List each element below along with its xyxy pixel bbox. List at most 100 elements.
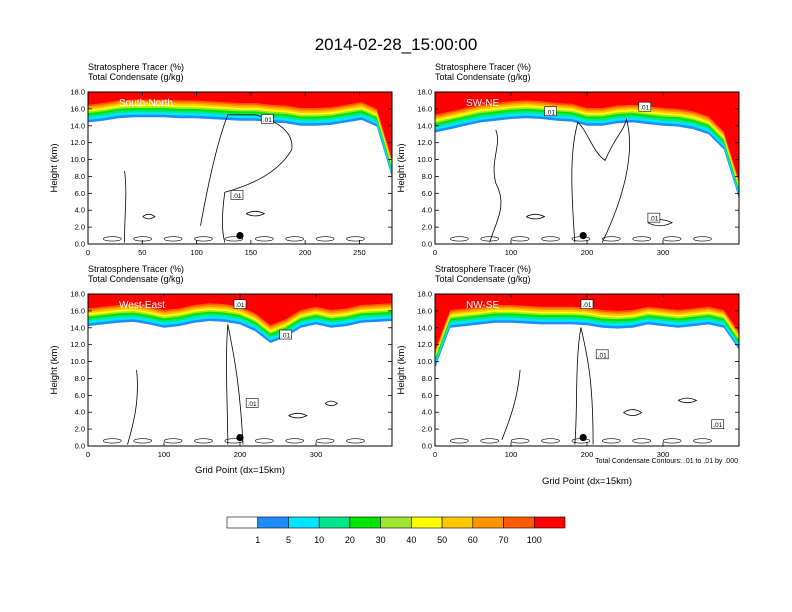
panel-title-tracer: Stratosphere Tracer (%) <box>435 62 531 72</box>
contour-label-text: .01 <box>640 105 649 112</box>
location-marker <box>236 434 244 442</box>
tracer-core <box>88 294 392 326</box>
low-cloud-contour <box>103 438 122 444</box>
contour-label-text: .01 <box>232 193 241 200</box>
contour-label-box <box>233 299 247 309</box>
x-tick-label: 0 <box>86 248 90 257</box>
contour-line-2 <box>501 369 521 441</box>
y-tick-label: 8.0 <box>422 172 432 181</box>
tracer-band-4 <box>435 92 739 192</box>
low-cloud-contour <box>285 236 305 242</box>
low-cloud-contour <box>601 438 621 444</box>
y-tick-label: 16.0 <box>70 104 85 113</box>
x-tick-label: 200 <box>299 248 312 257</box>
x-tick-label: 0 <box>86 450 90 459</box>
contour-line-2 <box>127 369 138 445</box>
colorbar-swatch <box>257 516 289 529</box>
low-cloud-contour <box>285 438 305 444</box>
panel-title-tracer: Stratosphere Tracer (%) <box>435 264 531 274</box>
colorbar-label: 60 <box>468 535 478 545</box>
y-tick-label: 10.0 <box>417 357 432 366</box>
location-marker <box>579 232 587 240</box>
panel-south-north: .01 .01 0.0 2.0 4.0 6.0 8.0 10.0 12.0 14.0 16.0 18.… <box>49 62 393 257</box>
colorbar-label: 100 <box>527 535 542 545</box>
y-tick-label: 8.0 <box>75 172 85 181</box>
y-tick-label: 14.0 <box>70 323 85 332</box>
tracer-band-5 <box>435 92 739 190</box>
tracer-core <box>435 294 739 351</box>
low-cloud-contour <box>346 438 365 444</box>
colorbar-label: 40 <box>406 535 416 545</box>
low-cloud-contour <box>541 438 560 444</box>
tracer-field <box>435 294 739 445</box>
colorbar-label: 10 <box>314 535 324 545</box>
low-cloud-contour <box>632 438 652 444</box>
y-tick-label: 6.0 <box>75 391 85 400</box>
y-axis-label: Height (km) <box>49 143 60 192</box>
y-axis-label: Height (km) <box>396 345 407 394</box>
x-tick-label: 300 <box>657 248 670 257</box>
x-tick-label: 300 <box>657 450 670 459</box>
y-axis-label: Height (km) <box>49 345 60 394</box>
contour-line-3 <box>526 213 546 220</box>
y-tick-label: 8.0 <box>75 374 85 383</box>
low-cloud-contour <box>163 236 183 242</box>
y-tick-label: 8.0 <box>422 374 432 383</box>
figure-title: 2014-02-28_15:00:00 <box>315 35 478 54</box>
y-tick-label: 4.0 <box>422 408 432 417</box>
panel-nw-se: .01 .01 .01 0.0 2.0 4.0 6.0 8.0 10.0 12.0 14.0 16.0… <box>396 264 740 487</box>
low-cloud-contour <box>103 236 122 242</box>
colorbar-label: 50 <box>437 535 447 545</box>
low-cloud-contour <box>224 438 244 444</box>
y-tick-label: 18.0 <box>417 290 432 299</box>
contour-label-1: .01 <box>233 299 247 309</box>
contour-line-1 <box>574 327 594 445</box>
x-tick-label: 0 <box>433 248 437 257</box>
cross-section-direction: NW-SE <box>466 300 499 311</box>
colorbar-swatch <box>349 516 381 529</box>
low-cloud-contour <box>449 438 469 444</box>
contour-label-box <box>261 114 274 124</box>
low-cloud-contour <box>133 438 152 444</box>
panel-title-tracer: Stratosphere Tracer (%) <box>88 62 184 72</box>
y-tick-label: 12.0 <box>417 340 432 349</box>
low-cloud-contour <box>541 236 560 242</box>
location-marker <box>236 232 244 240</box>
contour-label-2: .01 <box>279 329 292 340</box>
y-tick-label: 0.0 <box>75 240 85 249</box>
low-cloud-contour <box>224 236 244 242</box>
low-cloud-contour <box>315 236 335 242</box>
y-tick-label: 16.0 <box>417 306 432 315</box>
contour-label-text: .01 <box>263 117 272 124</box>
contour-label-3: .01 <box>711 419 725 429</box>
contour-label-text: .01 <box>281 333 290 340</box>
cross-section-direction: SW-NE <box>466 98 499 109</box>
tracer-core <box>435 92 739 181</box>
low-cloud-contour <box>194 438 213 444</box>
low-cloud-contour <box>346 236 365 242</box>
x-tick-label: 250 <box>353 248 366 257</box>
colorbar-swatch <box>441 516 474 529</box>
y-tick-label: 12.0 <box>417 138 432 147</box>
y-tick-label: 0.0 <box>422 240 432 249</box>
contour-label-text: .01 <box>649 216 658 223</box>
low-cloud-contour <box>480 438 500 444</box>
low-cloud-contour <box>693 438 712 444</box>
contour-label-box <box>245 398 259 408</box>
x-tick-label: 50 <box>138 248 146 257</box>
colorbar-swatch <box>226 516 259 529</box>
contour-label-text: .01 <box>235 302 244 309</box>
colorbar-label: 5 <box>286 535 291 545</box>
contour-line-3 <box>245 210 266 217</box>
x-tick-label: 100 <box>190 248 203 257</box>
x-tick-label: 200 <box>581 450 594 459</box>
colorbar-swatch <box>288 516 320 529</box>
y-tick-label: 10.0 <box>70 357 85 366</box>
y-tick-label: 2.0 <box>422 223 432 232</box>
panels-group: .01 .01 0.0 2.0 4.0 6.0 8.0 10.0 12.0 14.0 16.0 18.… <box>49 62 740 487</box>
panel-sw-ne: .01 .01 .01 0.0 2.0 4.0 6.0 8.0 10.0 12.0 14.0 16.0… <box>396 62 740 257</box>
contour-label-box <box>279 329 292 340</box>
contour-line-1 <box>571 117 630 243</box>
contour-label-2: .01 <box>638 101 652 112</box>
